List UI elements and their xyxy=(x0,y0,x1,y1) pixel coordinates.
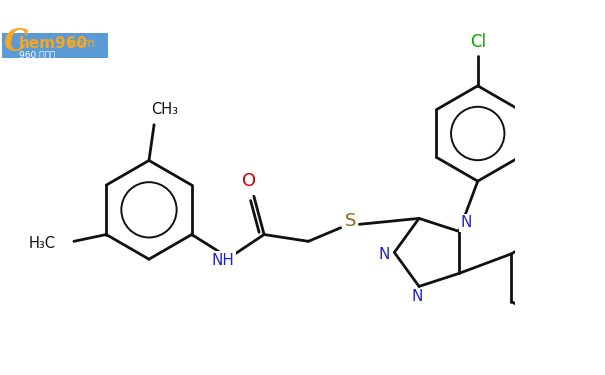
Text: N: N xyxy=(379,247,390,262)
Text: hem960: hem960 xyxy=(19,36,88,51)
Text: C: C xyxy=(4,27,28,58)
Text: N: N xyxy=(603,243,605,261)
Text: S: S xyxy=(345,212,356,230)
Text: N: N xyxy=(460,215,471,230)
Text: N: N xyxy=(411,289,423,304)
FancyBboxPatch shape xyxy=(2,33,108,58)
Text: O: O xyxy=(242,172,256,190)
Text: H₃C: H₃C xyxy=(28,236,55,250)
Text: .com: .com xyxy=(67,38,95,50)
Text: 960 化工网: 960 化工网 xyxy=(19,50,55,59)
Text: NH: NH xyxy=(212,252,235,267)
Text: Cl: Cl xyxy=(469,33,486,51)
Text: CH₃: CH₃ xyxy=(151,102,178,117)
